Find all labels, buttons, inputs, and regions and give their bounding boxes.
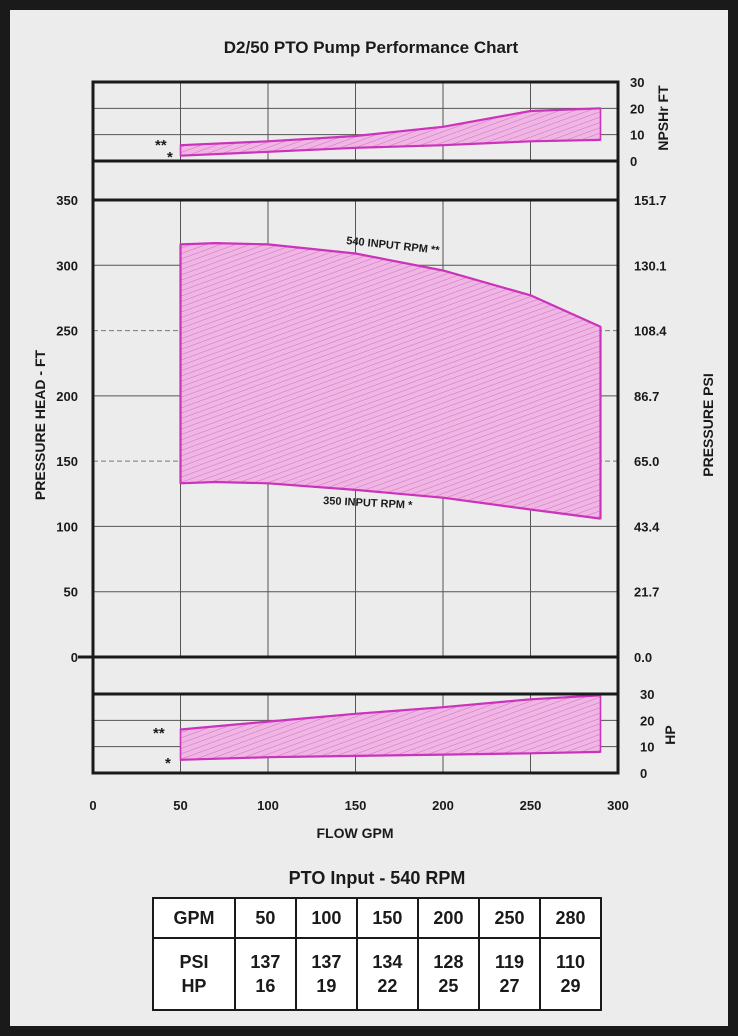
pressure-head-tick: 200 [56, 389, 78, 404]
npsh-tick-label: 10 [630, 128, 644, 143]
psi-hp-cell: 137 19 [294, 937, 358, 1011]
npsh-lower-marker: * [167, 149, 173, 166]
row-header-psi-hp: PSI HP [152, 937, 236, 1011]
pto-data-table: GPM 50 100 150 200 250 280 PSI HP 137 16 … [152, 897, 603, 1011]
chart-title: D2/50 PTO Pump Performance Chart [224, 38, 519, 57]
pressure-band: 540 INPUT RPM **350 INPUT RPM * [179, 235, 602, 520]
psi-value: 137 [250, 952, 281, 972]
upper-curve [180, 241, 601, 328]
pressure-psi-tick: 151.7 [634, 193, 667, 208]
npsh-axis-label: NPSHr FT [655, 85, 671, 151]
pressure-head-tick: 150 [56, 454, 78, 469]
npsh-tick-labels: 30 20 10 0 [630, 75, 644, 169]
upper-curve [180, 694, 601, 731]
hp-panel-border [91, 692, 620, 775]
pressure-psi-tick: 108.4 [634, 324, 667, 339]
npsh-tick-label: 0 [630, 154, 637, 169]
psi-value: 119 [494, 952, 524, 972]
x-tick-label: 100 [257, 798, 279, 813]
pressure-psi-tick: 0.0 [634, 650, 652, 665]
npsh-tick-label: 20 [630, 101, 644, 116]
pressure-psi-axis-label: PRESSURE PSI [700, 373, 716, 476]
x-tick-label: 150 [345, 798, 367, 813]
row-header-psi: PSI [179, 952, 209, 972]
npsh-tick-label: 30 [630, 75, 644, 90]
gpm-cell: 150 [355, 897, 419, 939]
row-header-gpm: GPM [152, 897, 236, 939]
psi-hp-cell: 119 27 [477, 937, 541, 1011]
hp-tick-label: 10 [640, 740, 654, 755]
gpm-cell: 200 [416, 897, 480, 939]
gpm-row: GPM 50 100 150 200 250 280 [152, 897, 603, 939]
psi-hp-cell: 128 25 [416, 937, 480, 1011]
table-title: PTO Input - 540 RPM [289, 868, 466, 888]
pressure-head-tick: 350 [56, 193, 78, 208]
psi-value: 110 [555, 952, 585, 972]
hp-value: 25 [438, 976, 459, 996]
curve-label-350: 350 INPUT RPM * [323, 495, 413, 512]
pressure-psi-tick: 21.7 [634, 585, 659, 600]
row-header-hp: HP [181, 976, 207, 996]
pressure-head-tick: 50 [64, 585, 78, 600]
x-axis-label: FLOW GPM [317, 825, 394, 841]
pressure-psi-tick: 43.4 [634, 519, 660, 534]
hp-axis-label: HP [662, 725, 678, 744]
x-tick-labels: 0 50 100 150 200 250 300 [89, 798, 628, 813]
x-tick-label: 200 [432, 798, 454, 813]
performance-band-fill [179, 694, 602, 761]
hp-value: 19 [316, 976, 337, 996]
gpm-cell: 50 [233, 897, 297, 939]
pressure-head-tick: 100 [56, 519, 78, 534]
hp-tick-labels: 30 20 10 0 [640, 687, 654, 781]
hp-value: 27 [499, 976, 520, 996]
psi-value: 134 [372, 952, 403, 972]
gpm-cell: 250 [477, 897, 541, 939]
performance-band-fill [179, 242, 602, 520]
hp-upper-marker: ** [153, 725, 165, 742]
pressure-tick-labels: 350 300 250 200 150 100 50 0 151.7 130.1 108.4 86.7… [56, 193, 667, 665]
psi-hp-cell: 137 16 [233, 937, 297, 1011]
hp-band: *** [153, 694, 602, 772]
hp-tick-label: 20 [640, 713, 654, 728]
pressure-psi-tick: 65.0 [634, 454, 659, 469]
lower-curve [180, 480, 601, 520]
pressure-head-axis-label: PRESSURE HEAD - FT [32, 349, 48, 500]
npsh-band: *** [155, 107, 602, 166]
lower-curve [180, 750, 601, 761]
x-tick-label: 300 [607, 798, 629, 813]
hp-tick-label: 0 [640, 766, 647, 781]
pressure-head-tick: 0 [71, 650, 78, 665]
lower-curve [180, 138, 601, 157]
pressure-psi-tick: 86.7 [634, 389, 659, 404]
x-tick-label: 50 [173, 798, 187, 813]
pressure-psi-tick: 130.1 [634, 258, 667, 273]
gpm-cell: 100 [294, 897, 358, 939]
psi-value: 128 [433, 952, 464, 972]
npsh-upper-marker: ** [155, 137, 167, 154]
psi-value: 137 [311, 952, 342, 972]
psi-hp-cell: 110 29 [538, 937, 603, 1011]
hp-value: 16 [255, 976, 276, 996]
upper-curve [180, 107, 601, 147]
hp-value: 22 [377, 976, 398, 996]
pressure-head-tick: 250 [56, 324, 78, 339]
pressure-head-tick: 300 [56, 258, 78, 273]
x-tick-label: 0 [89, 798, 96, 813]
psi-hp-cell: 134 22 [355, 937, 419, 1011]
psi-hp-row: PSI HP 137 16 137 19 134 22 128 25 119 27 110… [152, 937, 603, 1011]
gpm-cell: 280 [538, 897, 603, 939]
x-tick-label: 250 [520, 798, 542, 813]
hp-value: 29 [560, 976, 581, 996]
hp-tick-label: 30 [640, 687, 654, 702]
hp-lower-marker: * [165, 755, 171, 772]
